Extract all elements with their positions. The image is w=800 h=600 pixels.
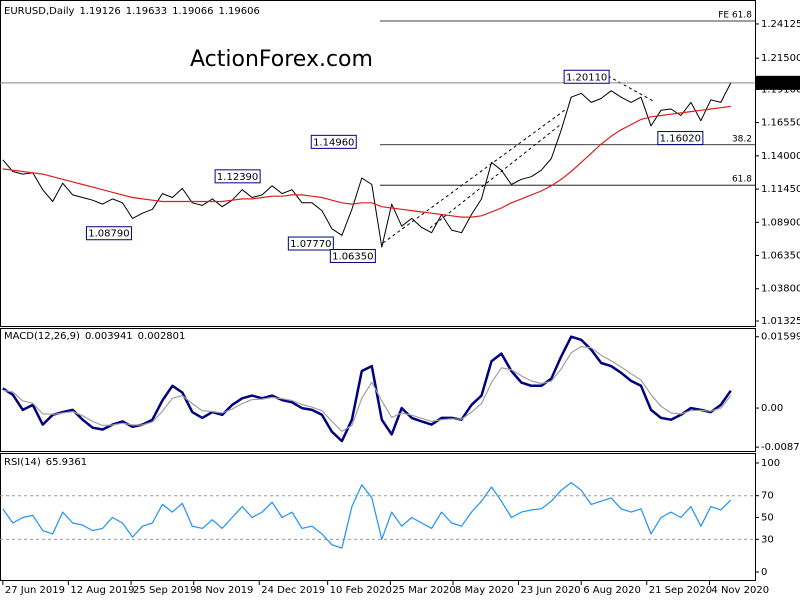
- channel-line: [382, 109, 566, 244]
- series-line: [2, 335, 732, 443]
- y-tick-label: 1.03800: [761, 284, 800, 295]
- panel-title: EURUSD,Daily: [4, 6, 75, 17]
- macd-panel: [0, 328, 756, 452]
- panel-header: EURUSD,Daily 1.19126 1.19633 1.19066 1.19606: [4, 6, 260, 17]
- panel-reading: 1.19633: [126, 6, 167, 17]
- fib-level-label: 38.2: [732, 134, 752, 144]
- panel-reading: 0.002801: [138, 331, 186, 342]
- panel-header: RSI(14) 65.9361: [4, 457, 87, 468]
- series-line: [2, 82, 732, 248]
- annotation-box: [310, 134, 357, 149]
- y-tick-label: 0.015991: [761, 332, 800, 343]
- watermark: ActionForex.com: [190, 47, 373, 72]
- panel-reading: 0.003941: [85, 331, 133, 342]
- x-tick-label: 24 Dec 2019: [261, 585, 325, 596]
- y-tick-label: 1.08900: [761, 217, 800, 228]
- panel-reading: 65.9361: [46, 457, 87, 468]
- x-tick-label: 8 Nov 2019: [196, 585, 254, 596]
- y-tick-label: 1.01325: [761, 316, 800, 327]
- series-line: [2, 345, 732, 432]
- price-panel: [0, 0, 756, 327]
- y-tick-label: 70: [761, 491, 774, 502]
- annotation-box: [329, 249, 376, 264]
- y-tick-label: 1.21500: [761, 53, 800, 64]
- y-tick-label: 30: [761, 534, 774, 545]
- x-tick-label: 4 Nov 2020: [711, 585, 769, 596]
- y-tick-label: 100: [761, 458, 780, 469]
- annotation-box: [214, 169, 261, 184]
- channel-line: [429, 124, 561, 229]
- last-price-box: [756, 75, 800, 90]
- series-line: [2, 105, 731, 218]
- x-tick-label: 23 Jun 2020: [521, 585, 581, 596]
- annotation-label: 1.12390: [217, 172, 258, 183]
- panel-title: MACD(12,26,9): [4, 331, 80, 342]
- annotation-label: 1.14960: [313, 137, 354, 148]
- fib-level-label: FE 61.8: [718, 11, 752, 21]
- last-price-label: 1.19606: [759, 78, 800, 89]
- y-tick-label: -0.00876: [761, 442, 800, 453]
- y-tick-label: 1.11450: [761, 184, 800, 195]
- annotation-box: [657, 131, 704, 146]
- y-tick-label: 0.00: [761, 403, 783, 414]
- x-tick-label: 25 Sep 2019: [133, 585, 196, 596]
- annotation-box: [563, 69, 610, 84]
- rsi-panel: [0, 453, 756, 581]
- x-tick-label: 8 May 2020: [455, 585, 514, 596]
- panel-reading: 1.19066: [172, 6, 213, 17]
- annotation-label: 1.08790: [88, 229, 129, 240]
- fib-level-label: 61.8: [732, 175, 752, 185]
- x-tick-label: 27 Jun 2019: [5, 585, 65, 596]
- panel-header: MACD(12,26,9) 0.003941 0.002801: [4, 331, 185, 342]
- annotation-label: 1.16020: [660, 134, 701, 145]
- y-tick-label: 1.16550: [761, 118, 800, 129]
- x-tick-label: 25 Mar 2020: [392, 585, 455, 596]
- y-tick-label: 0: [761, 567, 767, 578]
- x-tick-label: 6 Aug 2020: [583, 585, 641, 596]
- annotation-label: 1.07770: [290, 239, 331, 250]
- annotation-label: 1.06350: [332, 252, 373, 263]
- annotation-label: 1.20110: [566, 72, 607, 83]
- x-tick-label: 10 Feb 2020: [330, 585, 392, 596]
- annotation-box: [85, 226, 132, 241]
- annotation-box: [287, 236, 334, 251]
- channel-line: [607, 75, 656, 103]
- series-line: [2, 482, 732, 549]
- y-tick-label: 1.19100: [761, 84, 800, 95]
- x-tick-label: 21 Sep 2020: [649, 585, 712, 596]
- y-tick-label: 1.24125: [761, 19, 800, 30]
- y-tick-label: 1.06350: [761, 251, 800, 262]
- panel-reading: 1.19606: [219, 6, 260, 17]
- y-tick-label: 50: [761, 513, 774, 524]
- panel-title: RSI(14): [4, 457, 41, 468]
- y-tick-label: 1.14000: [761, 151, 800, 162]
- panel-reading: 1.19126: [79, 6, 120, 17]
- x-tick-label: 12 Aug 2019: [70, 585, 134, 596]
